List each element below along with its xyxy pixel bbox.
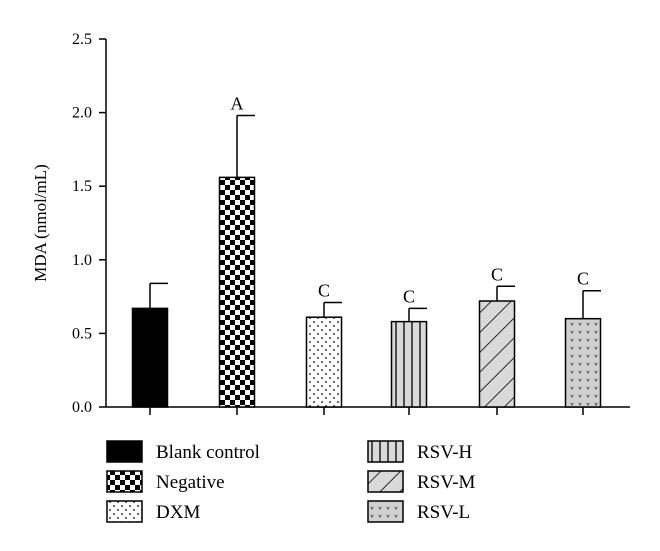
y-tick-label: 2.0 <box>72 105 92 122</box>
y-tick-label: 0.0 <box>72 399 92 416</box>
legend-swatch <box>106 470 143 493</box>
legend-swatch <box>367 470 404 493</box>
legend-label: RSV-L <box>417 502 470 523</box>
significance-label: C <box>491 264 503 284</box>
legend-swatch <box>367 440 404 463</box>
bar-rsv-m <box>478 300 516 408</box>
legend-label: RSV-M <box>417 472 476 493</box>
significance-label: C <box>318 280 330 300</box>
bar-blank-control <box>131 307 169 408</box>
bar-rsv-l <box>564 317 602 408</box>
bar-dxm <box>305 316 343 408</box>
y-tick-label: 0.5 <box>72 325 92 342</box>
legend-label: Negative <box>156 472 225 493</box>
bar-rsv-h <box>390 320 428 408</box>
bar-negative <box>218 176 256 408</box>
y-tick-label: 1.5 <box>72 178 92 195</box>
legend-label: Blank control <box>156 442 260 463</box>
legend-swatch <box>367 500 404 523</box>
legend-swatch <box>106 440 143 463</box>
legend-label: RSV-H <box>417 442 473 463</box>
significance-label: C <box>403 286 415 306</box>
legend-swatch <box>106 500 143 523</box>
legend-label: DXM <box>156 502 200 523</box>
y-tick-label: 2.5 <box>72 31 92 48</box>
y-axis-title: MDA (nmol/mL) <box>31 164 50 282</box>
y-tick-label: 1.0 <box>72 252 92 269</box>
significance-label: A <box>231 94 244 114</box>
significance-label: C <box>577 269 589 289</box>
